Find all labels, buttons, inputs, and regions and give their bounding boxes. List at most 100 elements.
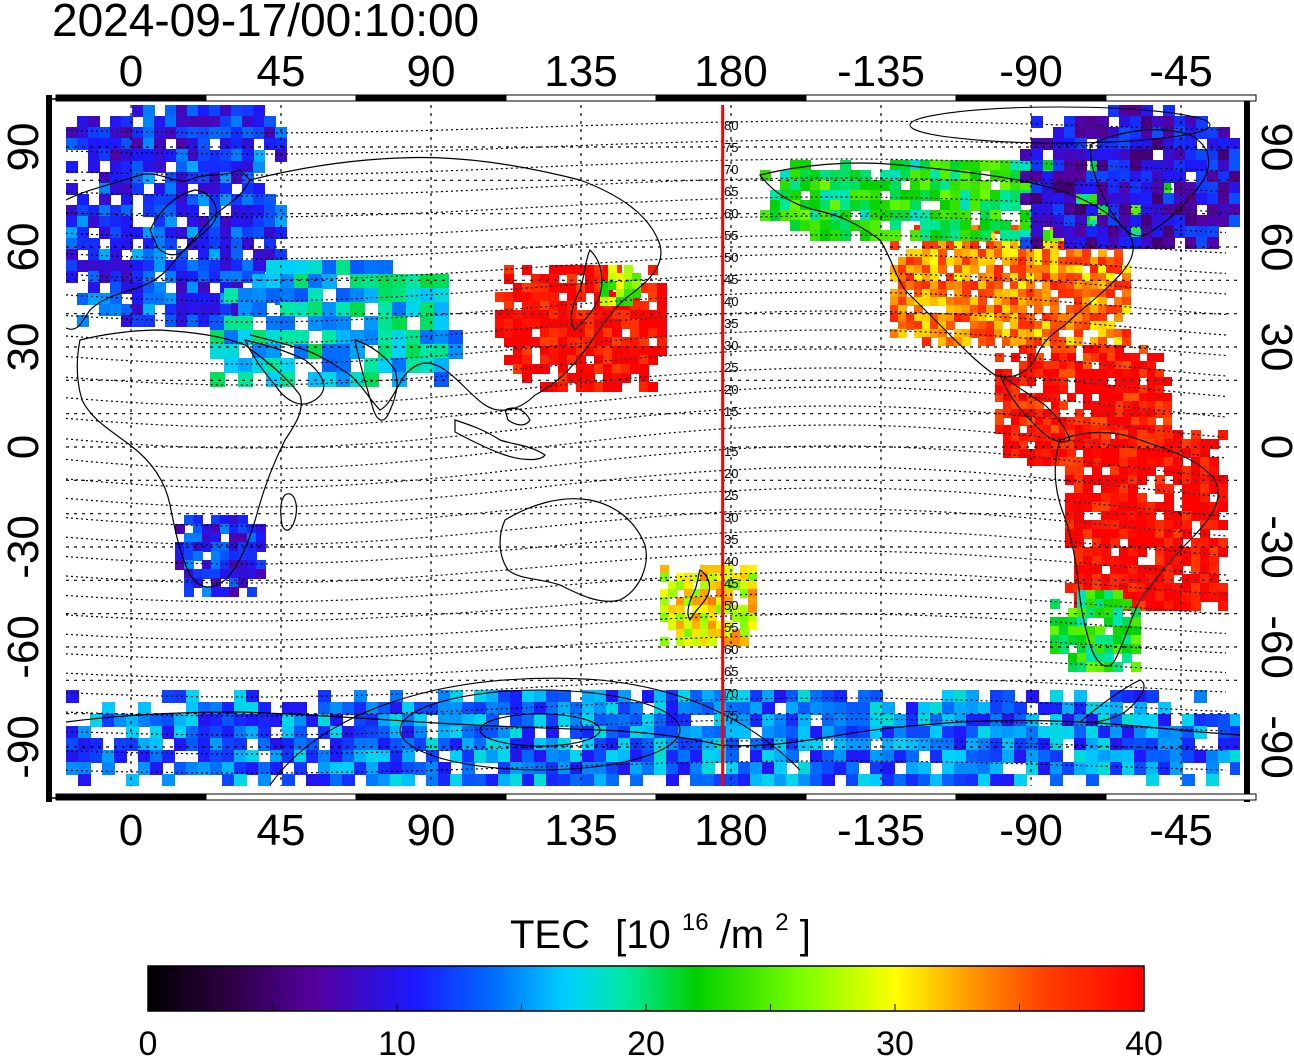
- tec-cell: [630, 738, 643, 751]
- tec-cell: [1115, 345, 1124, 354]
- tec-cell: [702, 690, 715, 703]
- tec-cell: [1209, 538, 1219, 548]
- tec-cell: [1174, 138, 1186, 150]
- contour-label: 20: [724, 382, 738, 397]
- tec-cell: [174, 762, 187, 775]
- tec-cell: [1163, 425, 1172, 434]
- tec-cell: [732, 613, 741, 622]
- tec-cell: [1099, 425, 1108, 434]
- tec-cell: [242, 105, 254, 117]
- tec-cell: [1130, 215, 1142, 227]
- tec-cell: [594, 774, 607, 786]
- tec-cell: [930, 750, 943, 763]
- tec-cell: [209, 172, 221, 184]
- tec-cell: [954, 337, 963, 346]
- tec-cell: [242, 238, 254, 250]
- tec-cell: [978, 774, 991, 786]
- tec-cell: [914, 321, 923, 330]
- tec-cell: [1101, 538, 1111, 548]
- tec-cell: [114, 750, 127, 763]
- tec-cell: [1059, 353, 1068, 362]
- tec-cell: [1011, 409, 1020, 418]
- tec-cell: [154, 205, 166, 217]
- tec-cell: [1141, 116, 1153, 128]
- tec-cell: [820, 190, 831, 201]
- tec-cell: [1104, 617, 1114, 627]
- tec-cell: [678, 726, 691, 739]
- tec-cell: [202, 569, 212, 579]
- tec-cell: [1097, 171, 1109, 183]
- tec-cell: [270, 738, 283, 751]
- tec-cell: [1101, 502, 1111, 512]
- tec-cell: [1229, 215, 1240, 227]
- tec-cell: [822, 762, 835, 775]
- tec-cell: [890, 180, 901, 191]
- tec-cell: [540, 328, 550, 338]
- contour-label: 35: [724, 532, 738, 547]
- tec-cell: [1014, 738, 1027, 751]
- tec-cell: [1098, 249, 1107, 258]
- tec-cell: [1137, 493, 1147, 503]
- tec-cell: [898, 297, 907, 306]
- tec-cell: [1130, 127, 1142, 139]
- tec-cell: [1026, 690, 1039, 703]
- tec-cell: [1058, 281, 1067, 290]
- tec-cell: [978, 750, 991, 763]
- right-border-bar: [1244, 95, 1250, 802]
- tec-cell: [978, 337, 987, 346]
- tec-cell: [247, 533, 257, 543]
- tec-cell: [330, 726, 343, 739]
- tec-cell: [786, 702, 799, 715]
- tec-cell: [126, 714, 139, 727]
- tec-cell: [242, 127, 254, 139]
- tec-cell: [666, 714, 679, 727]
- tec-cell: [840, 180, 851, 191]
- tec-cell: [143, 138, 155, 150]
- tec-cell: [1122, 635, 1132, 645]
- tec-cell: [549, 346, 559, 356]
- tec-cell: [143, 293, 155, 305]
- tec-cell: [1014, 774, 1027, 786]
- tec-cell: [702, 726, 715, 739]
- tec-cell: [594, 346, 604, 356]
- tec-cell: [330, 750, 343, 763]
- tec-cell: [209, 249, 221, 261]
- tec-cell: [318, 690, 331, 703]
- x-tick-top: 45: [257, 47, 306, 96]
- tec-cell: [486, 702, 499, 715]
- tec-cell: [570, 774, 583, 786]
- tec-cell: [1207, 171, 1219, 183]
- tec-cell: [308, 260, 323, 275]
- contour-label: 55: [724, 228, 738, 243]
- tec-cell: [966, 774, 979, 786]
- contour-label: 60: [724, 206, 738, 221]
- tec-cell: [922, 297, 931, 306]
- tec-cell: [126, 774, 139, 786]
- tec-cell: [176, 116, 188, 128]
- tec-cell: [186, 738, 199, 751]
- tec-cell: [1134, 714, 1147, 727]
- tec-cell: [1164, 511, 1174, 521]
- tec-cell: [942, 690, 955, 703]
- tec-cell: [220, 194, 232, 206]
- tec-cell: [1091, 433, 1100, 442]
- tec-cell: [1034, 249, 1043, 258]
- tec-cell: [1200, 583, 1210, 593]
- tec-cell: [1209, 547, 1219, 557]
- tec-cell: [1128, 484, 1138, 494]
- tec-cell: [88, 127, 100, 139]
- tec-cell: [1106, 257, 1115, 266]
- tec-cell: [732, 605, 741, 614]
- tec-cell: [1066, 313, 1075, 322]
- tec-cell: [594, 337, 604, 347]
- tec-cell: [234, 774, 247, 786]
- tec-cell: [1064, 215, 1076, 227]
- tec-cell: [1082, 281, 1091, 290]
- tec-cell: [960, 210, 971, 221]
- tec-cell: [630, 762, 643, 775]
- tec-cell: [264, 205, 276, 217]
- tec-cell: [1191, 592, 1201, 602]
- tec-cell: [1064, 204, 1076, 216]
- tec-cell: [242, 216, 254, 228]
- tec-cell: [1152, 116, 1164, 128]
